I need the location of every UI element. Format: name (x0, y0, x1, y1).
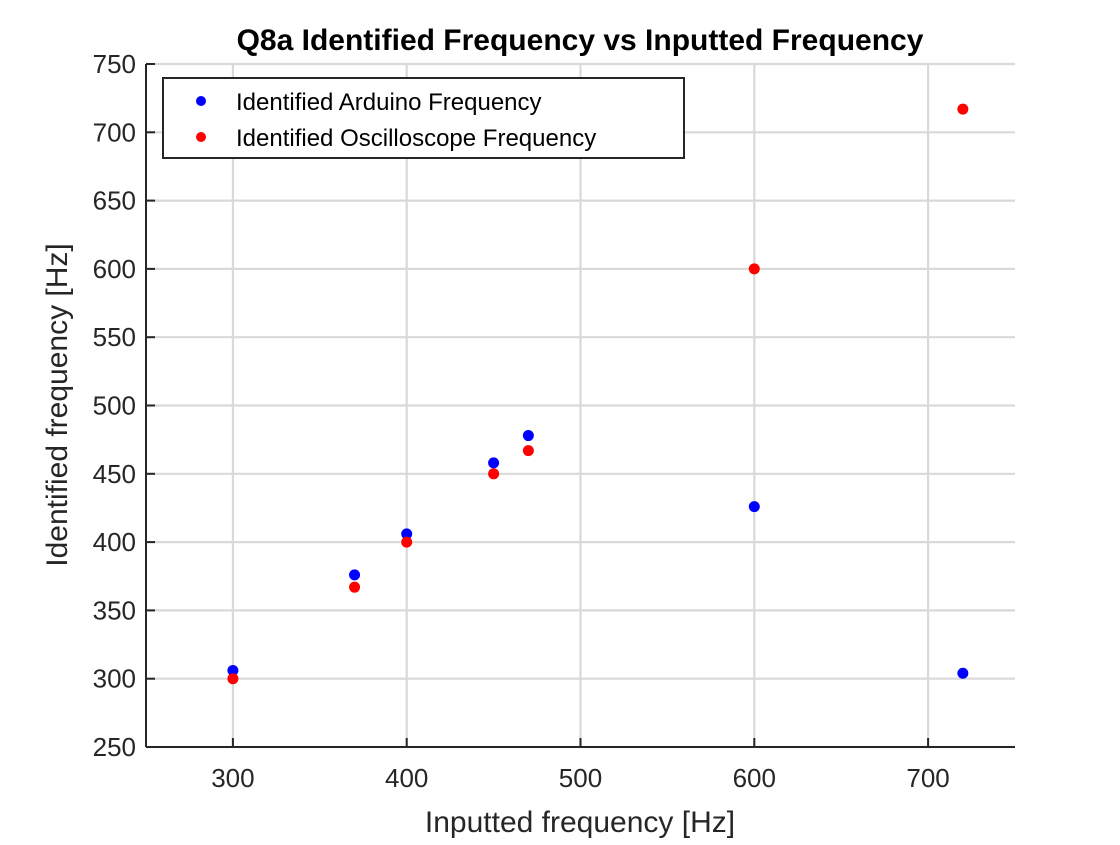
data-point-arduino (522, 430, 534, 442)
x-tick-label: 300 (211, 763, 254, 793)
x-tick-label: 700 (906, 763, 949, 793)
y-tick-label: 650 (93, 186, 136, 216)
y-tick-label: 350 (93, 595, 136, 625)
x-tick-label: 500 (559, 763, 602, 793)
data-point-arduino (349, 569, 361, 581)
data-point-oscilloscope (401, 536, 413, 548)
data-points (227, 103, 969, 685)
data-point-oscilloscope (488, 468, 500, 480)
data-point-arduino (748, 501, 760, 513)
y-tick-label: 700 (93, 117, 136, 147)
legend-label-arduino: Identified Arduino Frequency (236, 89, 542, 116)
data-point-arduino (401, 528, 413, 540)
data-point-arduino (957, 667, 969, 679)
data-point-arduino (488, 457, 500, 469)
legend-marker-oscilloscope (196, 132, 206, 142)
data-point-oscilloscope (957, 103, 969, 115)
data-point-oscilloscope (349, 581, 361, 593)
axes (145, 63, 1015, 748)
grid-lines (146, 62, 1015, 749)
y-tick-label: 400 (93, 527, 136, 557)
data-point-arduino (227, 665, 239, 677)
y-tick-label: 600 (93, 254, 136, 284)
y-tick-label: 450 (93, 459, 136, 489)
x-tick-label: 400 (385, 763, 428, 793)
y-tick-label: 250 (93, 732, 136, 762)
data-point-oscilloscope (748, 263, 760, 275)
legend-marker-arduino (196, 96, 206, 106)
data-point-oscilloscope (522, 445, 534, 457)
tick-labels: 300 400 500 600 700 250 300 350 400 450 500 550 600 6… (93, 49, 950, 793)
x-tick-label: 600 (733, 763, 776, 793)
y-axis-label: Identified frequency [Hz] (41, 243, 74, 567)
data-point-oscilloscope (227, 673, 239, 685)
chart-title: Q8a Identified Frequency vs Inputted Fre… (237, 24, 924, 57)
y-tick-label: 500 (93, 391, 136, 421)
x-axis-label: Inputted frequency [Hz] (425, 806, 735, 839)
y-tick-label: 750 (93, 49, 136, 79)
y-tick-label: 300 (93, 664, 136, 694)
y-tick-label: 550 (93, 322, 136, 352)
legend: Identified Arduino Frequency Identified … (162, 77, 685, 159)
legend-label-oscilloscope: Identified Oscilloscope Frequency (236, 125, 596, 152)
legend-box (162, 77, 685, 159)
